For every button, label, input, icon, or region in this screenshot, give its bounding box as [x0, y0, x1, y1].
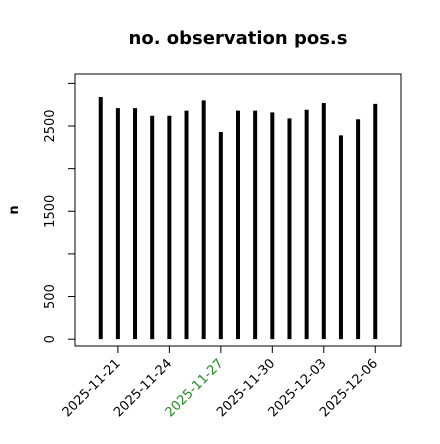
y-tick-label: 0 — [43, 335, 58, 343]
y-tick-label: 2500 — [43, 109, 58, 142]
y-axis-label: n — [7, 205, 22, 214]
plot-box — [74, 73, 402, 347]
y-tick-label: 500 — [43, 284, 58, 309]
chart-title: no. observation pos.s — [129, 28, 348, 49]
y-tick-label: 1500 — [43, 195, 58, 228]
